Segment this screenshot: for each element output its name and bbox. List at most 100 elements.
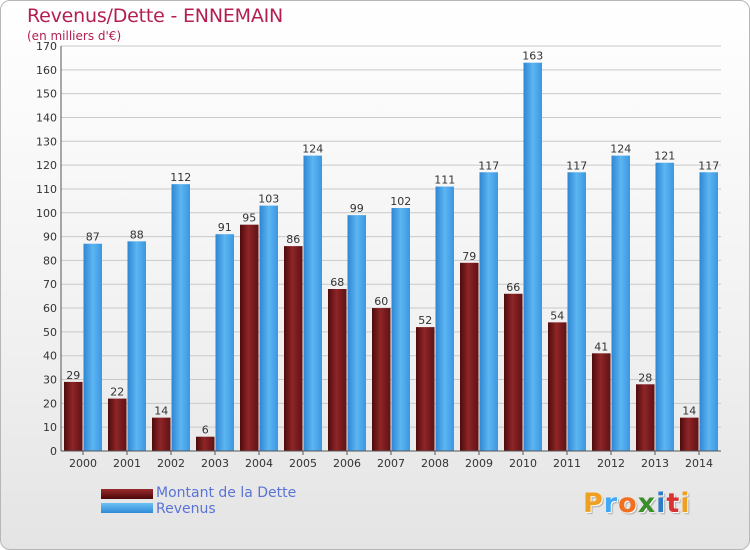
bar-dette: [504, 293, 523, 451]
bar-dette: [328, 289, 347, 451]
bar-dette: [108, 398, 127, 451]
bar-revenus: [523, 62, 542, 451]
value-label-dette: 54: [550, 309, 564, 322]
bar-revenus: [347, 215, 366, 451]
y-tick-label: 0: [50, 445, 57, 458]
x-tick-label: 2011: [553, 457, 581, 470]
value-label-dette: 28: [638, 371, 652, 384]
bar-dette: [64, 381, 83, 451]
legend-label-dette: Montant de la Dette: [156, 485, 297, 501]
y-tick-label: 160: [36, 64, 57, 77]
logo-letter: r: [603, 488, 619, 519]
y-tick-label: 170: [36, 40, 57, 53]
y-tick-label: 150: [36, 88, 57, 101]
y-tick-label: 40: [43, 350, 57, 363]
axes: 0 10 20 30 40 50 60 70 80 90 100 110 120 130 140 150 160…: [36, 40, 721, 470]
logo-letter: P: [583, 488, 604, 519]
y-tick-label: 20: [43, 397, 57, 410]
x-tick-label: 2003: [201, 457, 229, 470]
bar-revenus: [435, 186, 454, 451]
logo-letter: i: [680, 488, 691, 519]
bars: [64, 62, 718, 452]
x-tick-label: 2007: [377, 457, 405, 470]
bar-dette: [284, 246, 303, 451]
bar-dette: [240, 224, 259, 451]
chart-subtitle: (en milliers d'€): [27, 29, 122, 43]
legend-swatch-dette: [101, 489, 153, 499]
x-tick-label: 2006: [333, 457, 361, 470]
bar-revenus: [699, 172, 718, 451]
value-label-revenus: 124: [302, 143, 323, 156]
grid-lines: [61, 45, 721, 452]
bar-dette: [152, 417, 171, 451]
legend-swatch-revenus: [101, 503, 153, 513]
y-tick-label: 30: [43, 374, 57, 387]
logo-letter: i: [656, 488, 667, 519]
y-tick-label: 80: [43, 254, 57, 267]
x-tick-label: 2008: [421, 457, 449, 470]
value-label-dette: 22: [110, 386, 124, 399]
value-label-dette: 52: [418, 314, 432, 327]
value-label-revenus: 117: [698, 159, 719, 172]
value-label-revenus: 99: [350, 202, 364, 215]
bar-revenus: [259, 205, 278, 451]
x-tick-label: 2009: [465, 457, 493, 470]
value-label-dette: 68: [330, 276, 344, 289]
bar-revenus: [215, 234, 234, 451]
y-tick-label: 110: [36, 183, 57, 196]
value-label-dette: 66: [506, 281, 520, 294]
x-tick-label: 2014: [685, 457, 713, 470]
value-label-revenus: 87: [86, 231, 100, 244]
value-label-revenus: 117: [478, 159, 499, 172]
value-label-revenus: 102: [390, 195, 411, 208]
value-label-dette: 95: [242, 212, 256, 225]
bar-revenus: [479, 172, 498, 451]
value-label-revenus: 111: [434, 174, 455, 187]
bar-revenus: [391, 208, 410, 451]
x-tick-label: 2000: [69, 457, 97, 470]
bar-revenus: [655, 162, 674, 451]
y-tick-label: 140: [36, 111, 57, 124]
value-label-dette: 14: [682, 405, 696, 418]
chart-title: Revenus/Dette - ENNEMAIN: [27, 5, 284, 27]
x-tick-label: 2002: [157, 457, 185, 470]
value-label-dette: 41: [594, 340, 608, 353]
value-label-dette: 6: [202, 424, 209, 437]
value-label-revenus: 117: [566, 159, 587, 172]
value-label-revenus: 163: [522, 50, 543, 63]
logo-letter: o: [618, 488, 638, 519]
bar-dette: [680, 417, 699, 451]
y-tick-label: 100: [36, 207, 57, 220]
value-label-revenus: 124: [610, 143, 631, 156]
value-label-revenus: 112: [170, 171, 191, 184]
bar-dette: [460, 262, 479, 451]
y-tick-label: 60: [43, 302, 57, 315]
value-label-dette: 14: [154, 405, 168, 418]
value-label-revenus: 88: [130, 228, 144, 241]
x-tick-label: 2004: [245, 457, 273, 470]
y-tick-label: 10: [43, 421, 57, 434]
value-label-dette: 60: [374, 295, 388, 308]
y-tick-label: 50: [43, 326, 57, 339]
y-tick-label: 70: [43, 278, 57, 291]
value-label-revenus: 103: [258, 193, 279, 206]
value-label-dette: 86: [286, 233, 300, 246]
bar-revenus: [303, 155, 322, 451]
x-tick-label: 2010: [509, 457, 537, 470]
bar-dette: [636, 384, 655, 451]
x-tick-label: 2013: [641, 457, 669, 470]
proxiti-logo: Proxiti: [583, 488, 691, 519]
bar-revenus: [171, 184, 190, 452]
x-tick-label: 2005: [289, 457, 317, 470]
value-label-revenus: 91: [218, 221, 232, 234]
value-label-dette: 79: [462, 250, 476, 263]
x-tick-label: 2001: [113, 457, 141, 470]
value-label-dette: 29: [66, 369, 80, 382]
bar-revenus: [611, 155, 630, 451]
bar-dette: [548, 322, 567, 451]
logo-letter: t: [666, 488, 681, 519]
bar-revenus: [83, 243, 102, 451]
y-tick-label: 130: [36, 135, 57, 148]
